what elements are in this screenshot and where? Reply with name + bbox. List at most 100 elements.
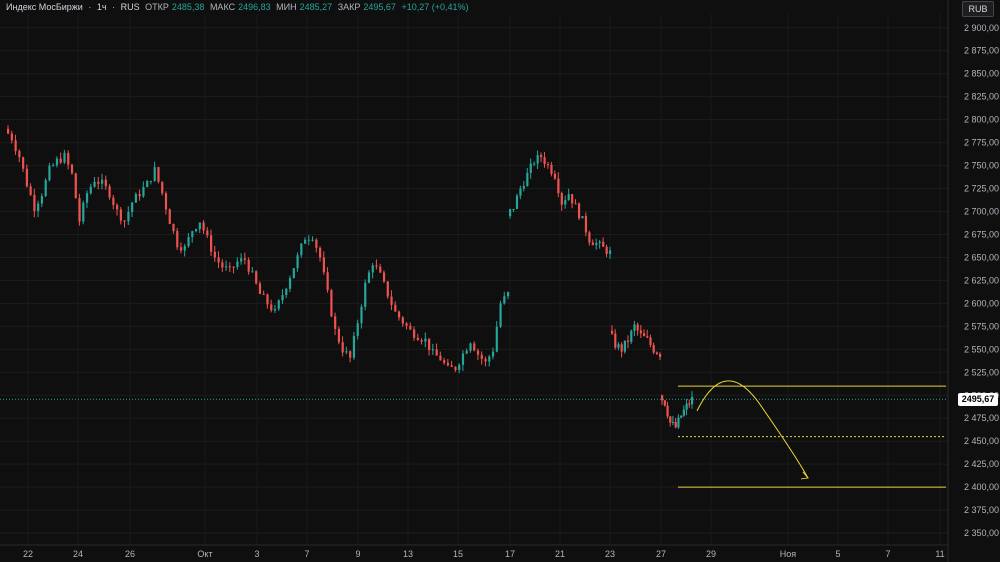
- candle-body: [473, 343, 476, 351]
- candle-body: [627, 340, 630, 342]
- candle-body: [255, 271, 258, 284]
- candle-body: [390, 296, 393, 305]
- y-tick-label: 2 775,00: [964, 138, 999, 148]
- candle-body: [484, 358, 487, 362]
- candle-body: [488, 356, 491, 362]
- candle-body: [397, 311, 401, 318]
- candle-body: [536, 154, 539, 164]
- y-tick-label: 2 550,00: [964, 344, 999, 354]
- candle-body: [382, 272, 386, 282]
- candle-body: [300, 243, 303, 256]
- candle-body: [602, 241, 605, 247]
- close-label: ЗАКР: [337, 2, 361, 12]
- price-axis: 2 350,00 2 375,00 2 400,00 2 425,00 2 450,00…: [947, 0, 999, 562]
- candle-body: [63, 152, 66, 163]
- candle-body: [543, 157, 546, 165]
- candle-body: [194, 229, 198, 232]
- x-tick-label: 11: [935, 549, 944, 559]
- candle-body: [262, 293, 265, 295]
- candle-body: [228, 266, 232, 268]
- candle-body: [55, 158, 59, 166]
- candle-body: [48, 165, 51, 181]
- candle-body: [273, 308, 277, 311]
- candle-body: [659, 353, 662, 357]
- candle-body: [198, 222, 201, 230]
- candle-body: [491, 351, 495, 357]
- candle-body: [37, 203, 40, 212]
- candle-body: [322, 257, 325, 273]
- candle-body: [639, 330, 642, 334]
- x-tick-label: 13: [403, 549, 413, 559]
- candle-body: [179, 247, 183, 251]
- candle-body: [560, 193, 563, 205]
- y-tick-label: 2 825,00: [964, 92, 999, 102]
- candle-body: [591, 242, 594, 246]
- candle-body: [476, 350, 480, 355]
- candle-body: [123, 220, 126, 222]
- candle-body: [454, 366, 457, 371]
- candle-body: [78, 198, 81, 222]
- x-tick-label: 15: [453, 549, 463, 559]
- candle-body: [519, 188, 522, 196]
- y-tick-label: 2 750,00: [964, 161, 999, 171]
- candle-body: [557, 178, 560, 194]
- candle-body: [550, 164, 553, 174]
- candle-body: [611, 330, 614, 334]
- candle-body: [157, 167, 160, 182]
- y-tick-label: 2 475,00: [964, 413, 999, 423]
- candle-body: [240, 258, 243, 262]
- candle-body: [643, 333, 646, 337]
- candle-body: [296, 255, 299, 269]
- candle-body: [515, 195, 519, 209]
- low-label: МИН: [276, 2, 297, 12]
- candle-body: [446, 362, 450, 366]
- candle-body: [251, 271, 254, 273]
- candle-body: [546, 164, 550, 166]
- candles: [0, 125, 948, 429]
- y-tick-label: 2 375,00: [964, 505, 999, 515]
- candle-body: [450, 365, 453, 367]
- currency-button[interactable]: RUB: [962, 1, 994, 17]
- open-label: ОТКР: [145, 2, 169, 12]
- candle-body: [623, 340, 626, 352]
- candle-body: [633, 324, 636, 331]
- forecast-arrow: [696, 380, 809, 479]
- candle-body: [247, 259, 250, 272]
- candle-body: [341, 342, 344, 353]
- y-tick-label: 2 400,00: [964, 482, 999, 492]
- arrow-head-icon: [800, 471, 809, 480]
- candle-body: [405, 323, 408, 326]
- candle-body: [225, 266, 228, 268]
- candle-body: [40, 195, 44, 204]
- x-tick-label: 7: [885, 549, 890, 559]
- y-tick-label: 2 800,00: [964, 115, 999, 125]
- low-value: 2485,27: [299, 2, 333, 12]
- candle-body: [401, 317, 404, 324]
- y-tick-label: 2 525,00: [964, 367, 999, 377]
- candle-body: [134, 194, 138, 203]
- x-tick-label: 26: [125, 549, 135, 559]
- candle-body: [67, 152, 70, 165]
- symbol-name[interactable]: Индекс МосБиржи: [6, 2, 83, 12]
- candle-body: [97, 181, 100, 184]
- candle-body: [682, 409, 686, 416]
- candle-body: [413, 329, 416, 338]
- candle-body: [630, 330, 633, 342]
- candle-body: [503, 296, 506, 304]
- time-axis: 22 24 26 Окт 3 7 9 13 15 17 21 23 27 29 Ноя 5 7 11: [0, 544, 948, 559]
- candle-body: [74, 173, 77, 199]
- candle-body: [202, 222, 205, 231]
- candle-body: [345, 351, 348, 353]
- candle-body: [507, 292, 510, 297]
- candle-body: [89, 186, 92, 194]
- candle-body: [533, 163, 536, 165]
- candle-body: [480, 354, 483, 359]
- candle-body: [131, 202, 134, 212]
- candle-body: [614, 333, 617, 348]
- candle-body: [59, 158, 62, 163]
- interval[interactable]: 1ч: [96, 2, 107, 12]
- candle-body: [70, 164, 74, 174]
- candle-body: [112, 197, 115, 205]
- y-tick-label: 2 625,00: [964, 275, 999, 285]
